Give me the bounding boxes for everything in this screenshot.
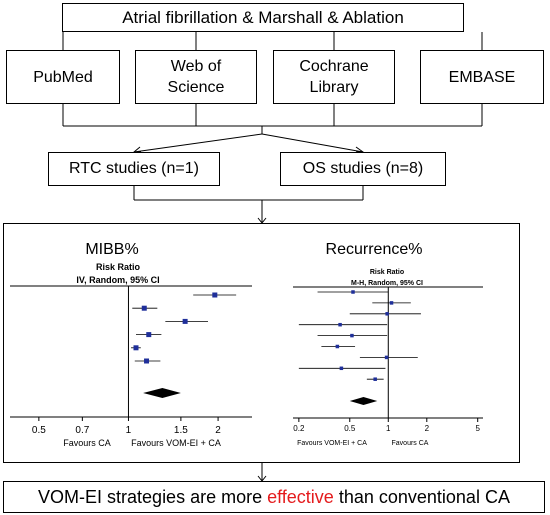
source-cochrane-box: Cochrane Library <box>273 50 395 104</box>
forest-mibb-measure: Risk Ratio <box>96 262 141 272</box>
arrowhead-panel <box>257 217 267 224</box>
forest-recurrence-study-point <box>350 333 354 338</box>
forest-mibb-tick-label: 0.5 <box>32 425 46 436</box>
forest-recurrence-favours-right: Favours CA <box>392 440 429 447</box>
rct-studies-label: RTC studies (n=1) <box>69 160 199 177</box>
conclusion-text: VOM-EI strategies are more effective tha… <box>38 487 510 508</box>
forest-mibb-tick-label: 1.5 <box>174 425 188 436</box>
forest-plot-mibb: MIBB% Risk Ratio IV, Random, 95% CI 0.5 0… <box>10 241 252 448</box>
forest-mibb-study-point <box>141 305 147 311</box>
forest-recurrence-study-point <box>373 377 377 381</box>
source-embase-box: EMBASE <box>420 50 544 104</box>
forest-recurrence-study-point <box>339 366 344 371</box>
conclusion-highlight: effective <box>267 486 334 507</box>
forest-recurrence-study-point <box>384 355 389 360</box>
forest-recurrence-tick-label: 0.5 <box>344 424 356 433</box>
forest-recurrence-study-point <box>389 301 394 305</box>
flow-arrowheads <box>132 146 365 482</box>
forest-recurrence-study-point <box>335 344 340 349</box>
source-pubmed-box: PubMed <box>6 50 120 104</box>
forest-recurrence-tick-label: 1 <box>386 424 391 433</box>
forest-recurrence-measure: Risk Ratio <box>370 269 404 276</box>
forest-recurrence-method: M-H, Random, 95% CI <box>351 280 423 287</box>
source-embase-label: EMBASE <box>448 68 516 86</box>
forest-recurrence-heading: Recurrence% <box>326 241 423 258</box>
connector-to-rct <box>133 133 263 153</box>
forest-mibb-study-point <box>212 292 218 298</box>
arrowhead-os <box>355 146 365 153</box>
forest-mibb-tick-label: 2 <box>215 425 221 436</box>
arrowhead-conclusion <box>257 475 267 482</box>
os-studies-label: OS studies (n=8) <box>302 160 424 177</box>
forest-mibb-heading: MIBB% <box>85 241 138 258</box>
forest-mibb-study-point <box>146 332 152 338</box>
forest-recurrence-pooled-diamond <box>349 397 378 405</box>
forest-mibb-favours-right: Favours VOM-EI + CA <box>131 438 221 448</box>
conclusion-box: VOM-EI strategies are more effective tha… <box>3 481 545 513</box>
source-pubmed-label: PubMed <box>33 68 93 86</box>
conclusion-text-end: than conventional CA <box>333 486 510 507</box>
source-web-of-science-box: Web of Science <box>135 50 257 104</box>
forest-mibb-pooled-diamond <box>143 388 181 398</box>
forest-recurrence-tick-label: 2 <box>425 424 430 433</box>
source-web-of-science-label: Web of Science <box>167 58 225 96</box>
forest-recurrence-tick-label: 0.2 <box>293 424 305 433</box>
forest-mibb-favours-left: Favours CA <box>63 438 111 448</box>
forest-plot-recurrence: Recurrence% Risk Ratio M-H, Random, 95% … <box>293 241 483 447</box>
arrowhead-rct <box>132 146 141 153</box>
forest-recurrence-study-point <box>338 322 342 327</box>
forest-mibb-tick-label: 1 <box>126 425 132 436</box>
forest-recurrence-study-point <box>385 312 389 316</box>
forest-recurrence-tick-label: 5 <box>475 424 480 433</box>
forest-recurrence-study-point <box>351 290 355 294</box>
conclusion-text-start: VOM-EI strategies are more <box>38 486 268 507</box>
forest-mibb-tick-label: 0.7 <box>75 425 89 436</box>
search-terms-text: Atrial fibrillation & Marshall & Ablatio… <box>122 7 404 27</box>
forest-mibb-study-point <box>144 358 150 364</box>
connector-to-os <box>261 133 364 153</box>
forest-plots-panel <box>3 223 520 463</box>
os-studies-box: OS studies (n=8) <box>280 152 446 186</box>
forest-mibb-study-point <box>182 318 188 324</box>
rct-studies-box: RTC studies (n=1) <box>48 152 220 186</box>
source-cochrane-label: Cochrane Library <box>299 58 369 96</box>
search-terms-box: Atrial fibrillation & Marshall & Ablatio… <box>62 3 464 32</box>
forest-mibb-method: IV, Random, 95% CI <box>76 275 159 285</box>
flow-connectors <box>62 32 483 481</box>
forest-recurrence-favours-left: Favours VOM-EI + CA <box>297 440 367 447</box>
forest-mibb-study-point <box>133 345 139 351</box>
